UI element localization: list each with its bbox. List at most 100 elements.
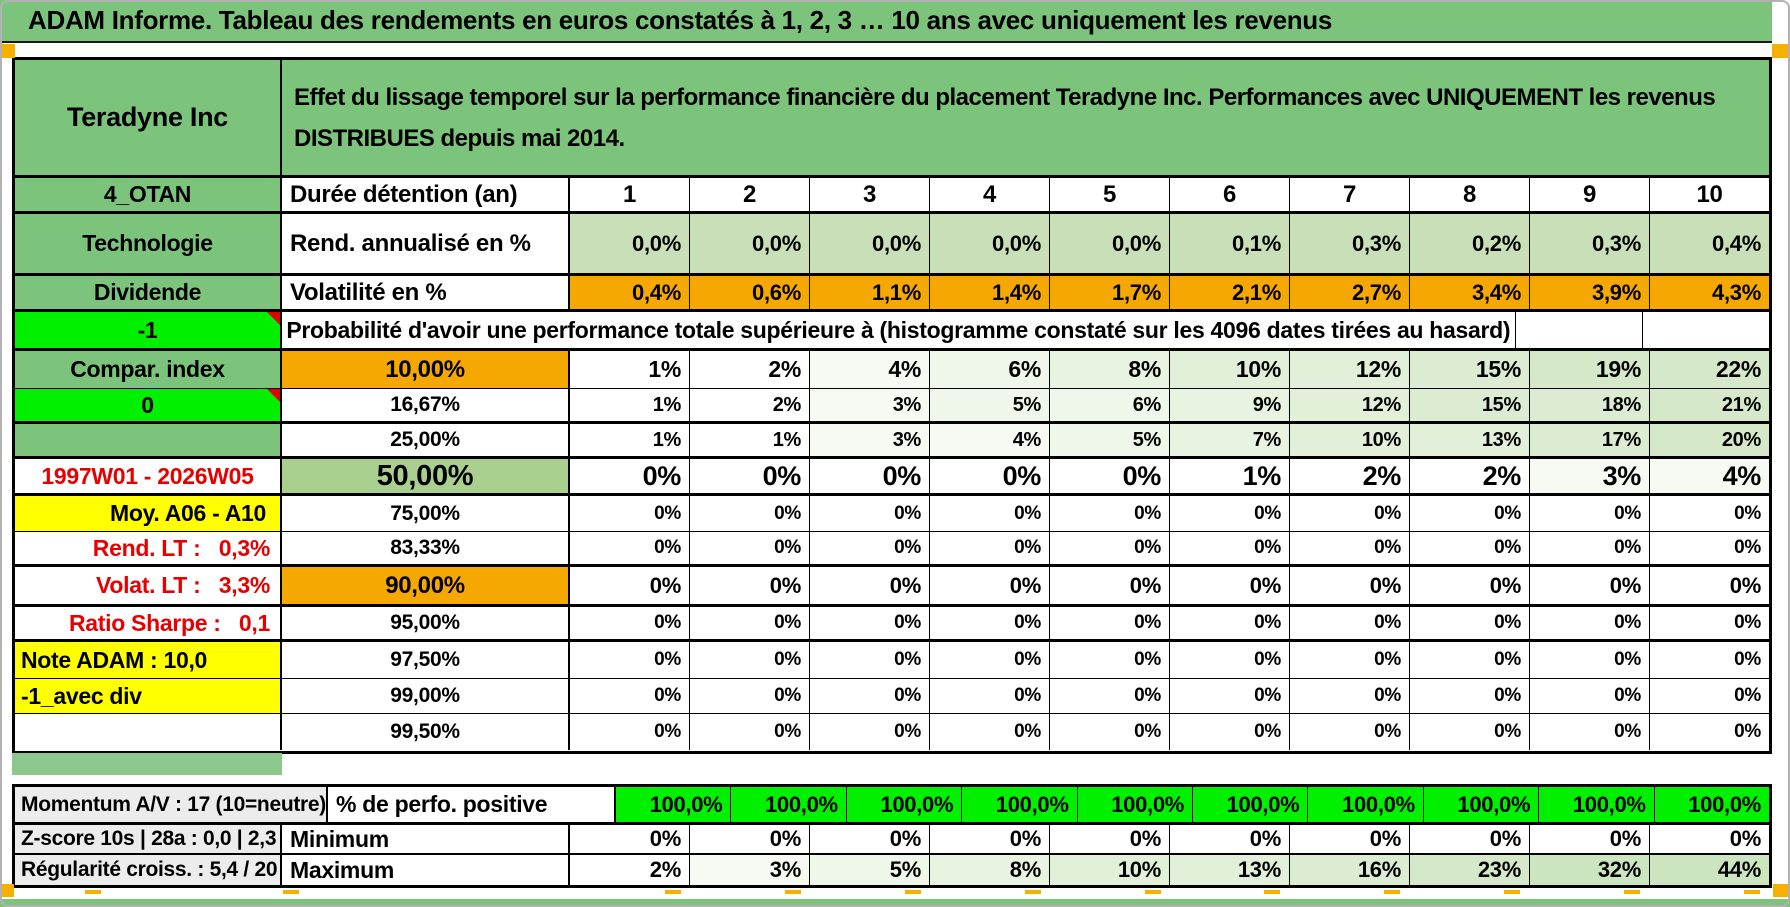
cell-probabilite-label[interactable]: -1 <box>15 312 282 348</box>
cell-p90-year-1[interactable]: 0% <box>570 567 690 604</box>
cell-p95-threshold[interactable]: 95,00% <box>282 607 570 639</box>
cell-p95-year-1[interactable]: 0% <box>570 607 690 639</box>
cell-p99-year-8[interactable]: 0% <box>1410 679 1530 713</box>
cell-perf-positive-label[interactable]: Momentum A/V : 17 (10=neutre) <box>15 787 328 822</box>
cell-duree-year-4[interactable]: 4 <box>930 178 1050 211</box>
cell-rend-annualise-year-9[interactable]: 0,3% <box>1530 214 1650 273</box>
cell-rend-annualise-year-1[interactable]: 0,0% <box>570 214 690 273</box>
cell-duree-year-10[interactable]: 10 <box>1650 178 1769 211</box>
cell-p83-threshold[interactable]: 83,33% <box>282 532 570 564</box>
cell-p10-year-8[interactable]: 15% <box>1410 351 1530 388</box>
cell-rend-annualise-year-2[interactable]: 0,0% <box>690 214 810 273</box>
cell-perf-positive-threshold[interactable]: % de perfo. positive <box>328 787 616 822</box>
cell-p83-year-6[interactable]: 0% <box>1170 532 1290 564</box>
cell-p10-year-4[interactable]: 6% <box>930 351 1050 388</box>
cell-maximum-year-1[interactable]: 2% <box>570 855 690 885</box>
cell-duree-year-3[interactable]: 3 <box>810 178 930 211</box>
description-cell[interactable]: Effet du lissage temporel sur la perform… <box>282 60 1769 175</box>
cell-p975-year-6[interactable]: 0% <box>1170 642 1290 678</box>
cell-p95-label[interactable]: Ratio Sharpe : 0,1 <box>15 607 282 639</box>
cell-p25-year-8[interactable]: 13% <box>1410 424 1530 456</box>
cell-p90-year-6[interactable]: 0% <box>1170 567 1290 604</box>
cell-p99-year-6[interactable]: 0% <box>1170 679 1290 713</box>
cell-p90-year-3[interactable]: 0% <box>810 567 930 604</box>
cell-p995-year-1[interactable]: 0% <box>570 714 690 750</box>
cell-minimum-year-3[interactable]: 0% <box>810 825 930 853</box>
cell-p50-year-7[interactable]: 2% <box>1290 459 1410 493</box>
cell-p90-year-8[interactable]: 0% <box>1410 567 1530 604</box>
cell-p50-label[interactable]: 1997W01 - 2026W05 <box>15 459 282 493</box>
cell-p83-year-8[interactable]: 0% <box>1410 532 1530 564</box>
cell-p75-threshold[interactable]: 75,00% <box>282 496 570 531</box>
cell-maximum-label[interactable]: Régularité croiss. : 5,4 / 20 <box>15 855 282 885</box>
cell-p75-label[interactable]: Moy. A06 - A10 <box>15 496 282 531</box>
cell-p50-year-10[interactable]: 4% <box>1650 459 1769 493</box>
cell-p25-year-10[interactable]: 20% <box>1650 424 1769 456</box>
cell-p75-year-2[interactable]: 0% <box>690 496 810 531</box>
cell-volatilite-year-9[interactable]: 3,9% <box>1530 276 1650 309</box>
cell-maximum-year-9[interactable]: 32% <box>1530 855 1650 885</box>
cell-maximum-year-6[interactable]: 13% <box>1170 855 1290 885</box>
cell-minimum-year-7[interactable]: 0% <box>1290 825 1410 853</box>
cell-p90-year-10[interactable]: 0% <box>1650 567 1769 604</box>
cell-p50-year-5[interactable]: 0% <box>1050 459 1170 493</box>
cell-p975-year-7[interactable]: 0% <box>1290 642 1410 678</box>
cell-p75-year-7[interactable]: 0% <box>1290 496 1410 531</box>
cell-rend-annualise-threshold[interactable]: Rend. annualisé en % <box>282 214 570 273</box>
cell-p10-year-6[interactable]: 10% <box>1170 351 1290 388</box>
cell-p10-year-7[interactable]: 12% <box>1290 351 1410 388</box>
cell-p10-year-10[interactable]: 22% <box>1650 351 1769 388</box>
cell-p99-year-10[interactable]: 0% <box>1650 679 1769 713</box>
cell-p99-year-5[interactable]: 0% <box>1050 679 1170 713</box>
cell-p90-year-7[interactable]: 0% <box>1290 567 1410 604</box>
cell-maximum-year-10[interactable]: 44% <box>1650 855 1769 885</box>
cell-p10-year-3[interactable]: 4% <box>810 351 930 388</box>
cell-minimum-year-2[interactable]: 0% <box>690 825 810 853</box>
cell-p75-year-9[interactable]: 0% <box>1530 496 1650 531</box>
cell-p75-year-3[interactable]: 0% <box>810 496 930 531</box>
cell-minimum-year-1[interactable]: 0% <box>570 825 690 853</box>
cell-p50-threshold[interactable]: 50,00% <box>282 459 570 493</box>
cell-p75-year-8[interactable]: 0% <box>1410 496 1530 531</box>
cell-p10-label[interactable]: Compar. index <box>15 351 282 388</box>
cell-duree-year-2[interactable]: 2 <box>690 178 810 211</box>
cell-maximum-year-3[interactable]: 5% <box>810 855 930 885</box>
cell-p10-year-1[interactable]: 1% <box>570 351 690 388</box>
cell-p995-year-4[interactable]: 0% <box>930 714 1050 750</box>
cell-p16-label[interactable]: 0 <box>15 389 282 421</box>
cell-p95-year-6[interactable]: 0% <box>1170 607 1290 639</box>
cell-perf-positive-year-2[interactable]: 100,0% <box>731 787 847 822</box>
cell-probabilite-merged-note[interactable]: Probabilité d'avoir une performance tota… <box>282 312 1516 348</box>
cell-perf-positive-year-1[interactable]: 100,0% <box>616 787 732 822</box>
cell-perf-positive-year-9[interactable]: 100,0% <box>1539 787 1655 822</box>
cell-p16-year-8[interactable]: 15% <box>1410 389 1530 421</box>
cell-p75-year-5[interactable]: 0% <box>1050 496 1170 531</box>
cell-perf-positive-year-4[interactable]: 100,0% <box>962 787 1078 822</box>
cell-p16-year-10[interactable]: 21% <box>1650 389 1769 421</box>
cell-p95-year-10[interactable]: 0% <box>1650 607 1769 639</box>
cell-maximum-year-7[interactable]: 16% <box>1290 855 1410 885</box>
cell-p83-label[interactable]: Rend. LT : 0,3% <box>15 532 282 564</box>
cell-p25-year-6[interactable]: 7% <box>1170 424 1290 456</box>
cell-volatilite-year-4[interactable]: 1,4% <box>930 276 1050 309</box>
cell-minimum-year-10[interactable]: 0% <box>1650 825 1769 853</box>
cell-volatilite-label[interactable]: Dividende <box>15 276 282 309</box>
cell-p83-year-4[interactable]: 0% <box>930 532 1050 564</box>
cell-p16-year-3[interactable]: 3% <box>810 389 930 421</box>
cell-p95-year-8[interactable]: 0% <box>1410 607 1530 639</box>
cell-p975-year-2[interactable]: 0% <box>690 642 810 678</box>
cell-p995-year-9[interactable]: 0% <box>1530 714 1650 750</box>
cell-p90-year-5[interactable]: 0% <box>1050 567 1170 604</box>
cell-p975-threshold[interactable]: 97,50% <box>282 642 570 678</box>
cell-duree-year-6[interactable]: 6 <box>1170 178 1290 211</box>
cell-perf-positive-year-5[interactable]: 100,0% <box>1077 787 1194 822</box>
cell-volatilite-year-2[interactable]: 0,6% <box>690 276 810 309</box>
cell-volatilite-year-1[interactable]: 0,4% <box>570 276 690 309</box>
cell-p50-year-8[interactable]: 2% <box>1410 459 1530 493</box>
cell-p75-year-1[interactable]: 0% <box>570 496 690 531</box>
cell-p995-year-6[interactable]: 0% <box>1170 714 1290 750</box>
cell-maximum-year-5[interactable]: 10% <box>1050 855 1170 885</box>
title-banner-cell[interactable]: ADAM Informe. Tableau des rendements en … <box>0 0 1772 43</box>
cell-minimum-label[interactable]: Z-score 10s | 28a : 0,0 | 2,3 <box>15 825 282 853</box>
cell-p99-label[interactable]: -1_avec div <box>15 679 282 713</box>
